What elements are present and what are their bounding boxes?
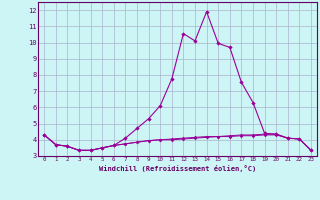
X-axis label: Windchill (Refroidissement éolien,°C): Windchill (Refroidissement éolien,°C): [99, 165, 256, 172]
